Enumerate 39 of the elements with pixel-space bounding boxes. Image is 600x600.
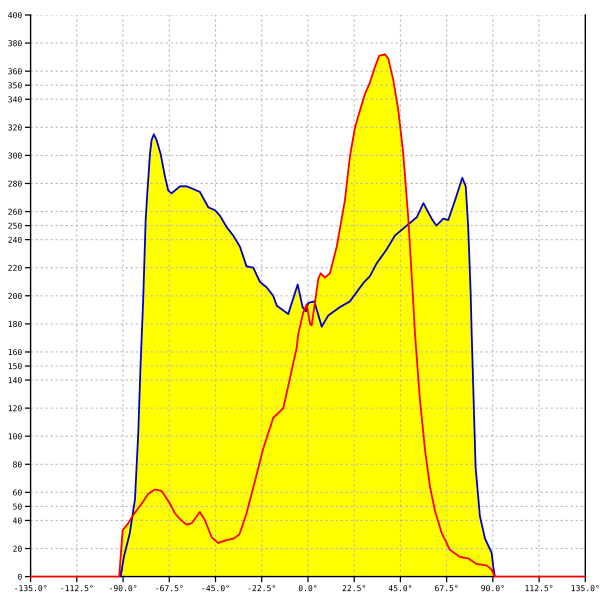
x-tick-label: -90.0° [110,585,136,592]
x-tick-label: 67.5° [435,585,458,592]
y-tick-label: 180 [8,320,22,328]
y-tick-label: 360 [8,68,22,74]
x-tick-label: 135.0° [572,585,599,592]
x-tick-label: -112.5° [61,585,93,592]
x-tick-label: 112.5° [525,585,552,592]
y-tick-label: 340 [8,96,22,102]
y-tick-label: 200 [8,292,22,299]
y-tick-label: 140 [8,377,22,384]
y-tick-label: 300 [8,152,22,159]
x-tick-label: -135.0° [15,585,46,592]
y-tick-label: 260 [8,208,22,215]
x-tick-label: 0.0° [298,585,316,592]
y-tick-label: 40 [12,518,22,524]
x-tick-label: 22.5° [342,585,366,592]
y-tick-label: 280 [8,180,22,187]
x-tick-label: -22.5° [248,585,276,592]
y-tick-label: 380 [8,40,22,46]
y-tick-label: 250 [8,222,22,229]
y-tick-label: 50 [13,504,22,510]
y-tick-label: 240 [8,236,22,243]
y-tick-label: 400 [8,12,22,18]
y-tick-label: 320 [8,124,22,131]
y-tick-label: 100 [8,433,22,440]
y-tick-label: 0 [18,574,22,580]
y-tick-label: 60 [13,489,22,496]
x-tick-label: -67.5° [156,585,183,592]
x-tick-label: 90.0° [481,585,504,592]
y-tick-label: 20 [13,546,22,552]
y-tick-label: 350 [8,82,22,88]
x-tick-label: -45.0° [202,585,229,592]
y-tick-label: 220 [8,264,22,271]
y-tick-label: 160 [8,349,22,356]
line-series [120,133,496,578]
y-tick-label: 120 [8,405,22,412]
y-tick-label: 80 [13,461,22,468]
y-tick-label: 150 [8,363,22,370]
x-tick-label: 45.0° [388,585,412,592]
